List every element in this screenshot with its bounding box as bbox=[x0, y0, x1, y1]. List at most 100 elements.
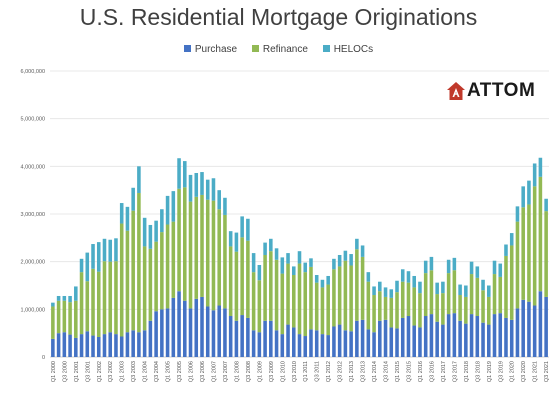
bar-refinance bbox=[165, 224, 170, 309]
bar-refinance bbox=[85, 281, 90, 332]
x-tick-label: Q1 2021 bbox=[533, 361, 539, 382]
bar-refinance bbox=[274, 259, 279, 331]
bar-purchase bbox=[79, 334, 84, 357]
bar-purchase bbox=[464, 323, 468, 357]
bar-helocs bbox=[309, 258, 313, 267]
bar-refinance bbox=[418, 293, 422, 328]
bar-helocs bbox=[349, 254, 353, 266]
bar-helocs bbox=[142, 217, 147, 247]
bar-refinance bbox=[423, 273, 428, 317]
y-tick-label: 4,000,000 bbox=[21, 164, 45, 170]
bar-refinance bbox=[538, 176, 543, 292]
bar-purchase bbox=[538, 291, 543, 357]
bar-helocs bbox=[418, 281, 422, 294]
bar-refinance bbox=[320, 287, 325, 335]
bar-helocs bbox=[343, 250, 348, 261]
bar-refinance bbox=[154, 241, 158, 312]
bar-refinance bbox=[366, 281, 371, 330]
bar-refinance bbox=[469, 274, 474, 315]
bar-purchase bbox=[314, 330, 319, 357]
bar-helocs bbox=[400, 269, 405, 282]
bar-purchase bbox=[171, 297, 176, 357]
bar-refinance bbox=[406, 282, 411, 317]
bars bbox=[51, 157, 548, 357]
bar-helocs bbox=[412, 275, 416, 288]
bar-purchase bbox=[200, 296, 204, 357]
bar-purchase bbox=[125, 332, 130, 357]
x-tick-label: Q1 2014 bbox=[372, 361, 378, 382]
x-tick-label: Q1 2001 bbox=[74, 361, 80, 382]
bar-purchase bbox=[378, 320, 382, 357]
y-tick-label: 2,000,000 bbox=[21, 260, 45, 266]
bar-helocs bbox=[119, 203, 124, 224]
bar-refinance bbox=[532, 186, 537, 306]
bar-helocs bbox=[56, 295, 61, 301]
bar-refinance bbox=[492, 274, 497, 315]
bar-purchase bbox=[68, 334, 72, 357]
bar-helocs bbox=[160, 209, 164, 233]
bar-refinance bbox=[360, 256, 365, 320]
bar-helocs bbox=[527, 180, 531, 205]
bar-refinance bbox=[200, 194, 204, 297]
bar-refinance bbox=[343, 260, 348, 331]
bar-purchase bbox=[165, 308, 170, 357]
bar-helocs bbox=[332, 258, 336, 270]
bar-purchase bbox=[177, 291, 181, 357]
legend-swatch-refinance bbox=[251, 45, 259, 52]
bar-refinance bbox=[62, 300, 67, 333]
bar-purchase bbox=[337, 324, 342, 357]
bar-refinance bbox=[142, 246, 147, 331]
bar-purchase bbox=[246, 317, 250, 357]
bar-helocs bbox=[389, 289, 394, 298]
bar-helocs bbox=[464, 285, 468, 297]
x-tick-label: Q3 2000 bbox=[62, 361, 68, 382]
bar-refinance bbox=[487, 296, 491, 325]
bar-helocs bbox=[481, 279, 485, 291]
x-tick-label: Q3 2002 bbox=[108, 361, 114, 382]
bar-purchase bbox=[423, 316, 428, 357]
bar-purchase bbox=[291, 327, 296, 357]
bar-refinance bbox=[188, 201, 193, 309]
bar-helocs bbox=[194, 173, 199, 197]
bar-helocs bbox=[51, 302, 55, 307]
bar-helocs bbox=[68, 295, 72, 303]
x-tick-label: Q1 2009 bbox=[257, 361, 263, 382]
bar-refinance bbox=[446, 273, 451, 315]
bar-refinance bbox=[246, 240, 250, 318]
bar-refinance bbox=[464, 296, 468, 324]
bar-helocs bbox=[538, 157, 543, 177]
bar-purchase bbox=[355, 320, 359, 357]
bar-purchase bbox=[269, 320, 273, 357]
x-tick-label: Q1 2003 bbox=[120, 361, 126, 382]
bar-helocs bbox=[125, 206, 130, 231]
bar-helocs bbox=[532, 163, 537, 187]
legend-item-purchase: Purchase bbox=[183, 44, 237, 55]
bar-refinance bbox=[332, 269, 336, 327]
bar-helocs bbox=[108, 239, 113, 262]
bar-refinance bbox=[337, 266, 342, 325]
bar-helocs bbox=[435, 282, 439, 295]
bar-helocs bbox=[217, 190, 221, 210]
x-tick-label: Q3 2005 bbox=[177, 361, 183, 382]
bar-purchase bbox=[263, 320, 267, 357]
bar-helocs bbox=[458, 284, 462, 296]
bar-helocs bbox=[200, 172, 204, 195]
bar-purchase bbox=[160, 309, 164, 357]
x-tick-label: Q1 2008 bbox=[234, 361, 240, 382]
y-tick-label: 5,000,000 bbox=[21, 117, 45, 123]
bar-purchase bbox=[475, 316, 480, 357]
bar-helocs bbox=[515, 206, 520, 222]
bar-purchase bbox=[515, 308, 520, 357]
bar-purchase bbox=[504, 317, 508, 357]
bar-purchase bbox=[498, 313, 503, 357]
bar-purchase bbox=[412, 325, 416, 357]
x-tick-label: Q1 2018 bbox=[464, 361, 470, 382]
bar-purchase bbox=[389, 327, 394, 357]
bar-purchase bbox=[51, 338, 55, 357]
bar-helocs bbox=[446, 259, 451, 274]
bar-refinance bbox=[102, 261, 107, 335]
bar-purchase bbox=[251, 330, 256, 357]
bar-refinance bbox=[389, 297, 394, 328]
bar-purchase bbox=[544, 296, 548, 357]
bar-helocs bbox=[257, 265, 262, 281]
